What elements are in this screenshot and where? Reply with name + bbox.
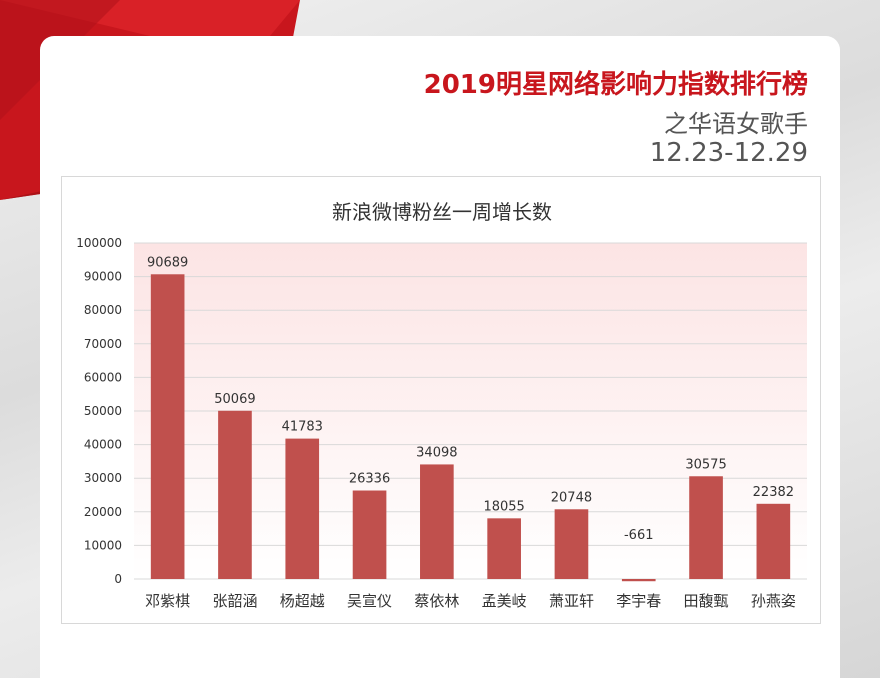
- data-label: 90689: [147, 255, 188, 270]
- bar: [554, 509, 589, 579]
- y-tick-label: 20000: [84, 505, 122, 519]
- x-category-label: 邓紫棋: [145, 592, 190, 610]
- data-label: 34098: [416, 445, 457, 460]
- x-category-label: 张韶涵: [212, 592, 257, 610]
- y-tick-label: 40000: [84, 438, 122, 452]
- data-label: 18055: [483, 499, 524, 514]
- y-tick-label: 80000: [84, 303, 122, 317]
- data-label: 22382: [753, 485, 794, 500]
- logo-english-text: OWERSTAR: [114, 96, 248, 120]
- page-subtitle: 之华语女歌手: [664, 110, 808, 138]
- x-category-label: 孙燕姿: [751, 592, 796, 610]
- y-tick-label: 60000: [84, 370, 122, 384]
- data-label: 26336: [349, 472, 390, 487]
- x-category-label: 李宇春: [616, 592, 661, 610]
- bar: [689, 476, 723, 579]
- data-label: 50069: [214, 392, 255, 407]
- bar: [621, 579, 656, 582]
- bar: [352, 490, 387, 579]
- bar: [420, 464, 454, 579]
- powerstar-logo: [74, 42, 177, 118]
- date-range: 12.23-12.29: [649, 138, 808, 168]
- bar: [285, 438, 320, 579]
- x-category-label: 孟美岐: [482, 592, 527, 610]
- chart-container: 新浪微博粉丝一周增长数 0 10000 20000 30000 40000 50000 60…: [61, 176, 821, 624]
- y-tick-label: 30000: [84, 471, 122, 485]
- data-label: 41783: [282, 420, 323, 435]
- y-tick-label: 50000: [84, 404, 122, 418]
- x-category-label: 杨超越: [280, 592, 325, 610]
- y-tick-label: 90000: [84, 270, 122, 284]
- x-category-label: 田馥甄: [684, 592, 729, 610]
- page-title: 2019明星网络影响力指数排行榜: [423, 70, 808, 100]
- bar: [756, 503, 791, 579]
- bar-chart: 新浪微博粉丝一周增长数 0 10000 20000 30000 40000 50000 60…: [76, 200, 807, 610]
- bar: [150, 274, 185, 579]
- y-tick-label: 70000: [84, 337, 122, 351]
- x-category-label: 萧亚轩: [549, 592, 594, 610]
- x-category-label: 吴宣仪: [347, 592, 392, 610]
- data-label: -661: [624, 528, 654, 543]
- y-tick-label: 10000: [84, 538, 122, 552]
- logo-chinese-text: 明星权力榜: [138, 72, 243, 96]
- chart-title: 新浪微博粉丝一周增长数: [332, 200, 552, 224]
- y-tick-label: 0: [114, 572, 122, 586]
- data-label: 20748: [551, 490, 592, 505]
- y-tick-label: 100000: [76, 236, 122, 250]
- x-category-label: 蔡依林: [414, 592, 459, 610]
- bar: [218, 410, 252, 579]
- logo-stars: [74, 42, 177, 85]
- data-label: 30575: [685, 457, 726, 472]
- bar: [487, 518, 521, 579]
- fist-icon: [88, 66, 134, 118]
